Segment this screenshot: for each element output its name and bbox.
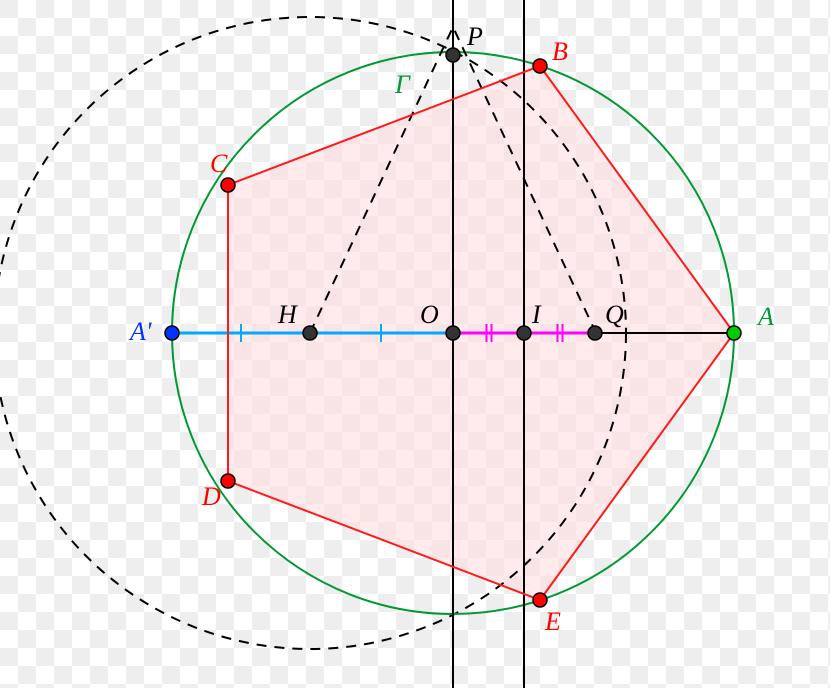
label-A: A [756, 302, 774, 331]
label-C: C [210, 149, 228, 178]
point-A [727, 326, 741, 340]
label-I: I [531, 300, 542, 329]
label-P: P [466, 22, 483, 51]
label-Q: Q [605, 300, 624, 329]
point-Q [588, 326, 602, 340]
label-D: D [201, 482, 221, 511]
point-P [446, 48, 460, 62]
point-B [533, 59, 547, 73]
geometry-diagram: A B C D E A' H O I Q P Γ [0, 0, 830, 688]
point-D [221, 474, 235, 488]
label-H: H [277, 300, 298, 329]
point-C [221, 178, 235, 192]
point-Ap [165, 326, 179, 340]
point-E [533, 593, 547, 607]
label-Ap: A' [128, 317, 152, 346]
label-Gamma: Γ [394, 70, 411, 99]
point-O [446, 326, 460, 340]
point-I [517, 326, 531, 340]
point-H [303, 326, 317, 340]
label-O: O [420, 300, 439, 329]
label-B: B [552, 37, 568, 66]
label-E: E [544, 607, 561, 636]
